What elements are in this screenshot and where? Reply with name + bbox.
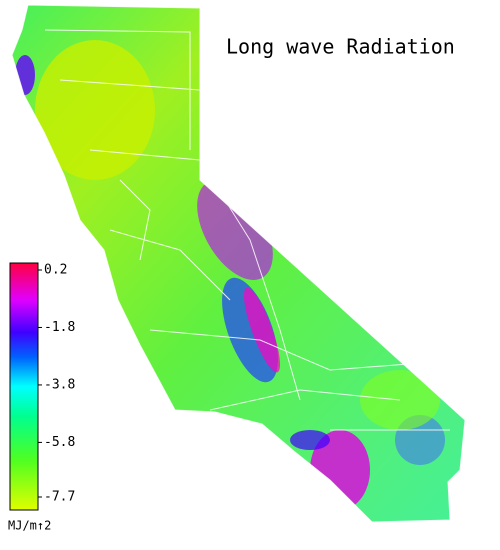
colorbar-unit: MJ/m↑2 (8, 519, 51, 533)
colorbar-tick-label: -3.8 (44, 377, 75, 392)
colorbar-tick-label: -7.7 (44, 490, 75, 505)
colorbar (9, 262, 39, 511)
colorbar-ticks: 0.2 -1.8 -3.8 -5.8 -7.7 (38, 263, 75, 505)
colorbar-tick-label: -5.8 (44, 435, 75, 450)
colorbar-tick-label: -1.8 (44, 320, 75, 335)
title: Long wave Radiation (226, 35, 455, 59)
county-lines (11, 4, 466, 523)
colorbar-tick-label: 0.2 (44, 263, 67, 278)
